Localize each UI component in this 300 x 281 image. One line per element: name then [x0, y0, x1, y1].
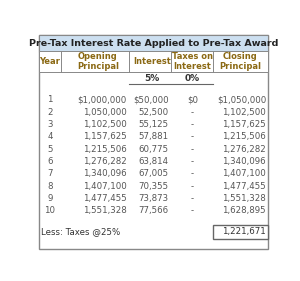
Text: Principal: Principal: [77, 62, 119, 71]
Text: 0%: 0%: [185, 74, 200, 83]
Text: 1,551,328: 1,551,328: [83, 206, 127, 215]
Text: 57,881: 57,881: [138, 132, 169, 141]
Bar: [39, 35, 268, 52]
Text: 1,157,625: 1,157,625: [222, 120, 266, 129]
Text: 55,125: 55,125: [138, 120, 169, 129]
Text: Pre-Tax Interest Rate Applied to Pre-Tax Award: Pre-Tax Interest Rate Applied to Pre-Tax…: [29, 39, 278, 48]
Text: 1,102,500: 1,102,500: [83, 120, 127, 129]
Text: 1,551,328: 1,551,328: [222, 194, 266, 203]
Text: -: -: [191, 206, 194, 215]
Text: Less: Taxes @25%: Less: Taxes @25%: [40, 227, 120, 236]
Text: $0: $0: [187, 96, 198, 105]
Text: $50,000: $50,000: [133, 96, 169, 105]
Text: 4: 4: [47, 132, 53, 141]
Text: 1: 1: [47, 96, 53, 105]
Text: 9: 9: [47, 194, 52, 203]
Text: 2: 2: [47, 108, 53, 117]
Text: 1,407,100: 1,407,100: [83, 182, 127, 191]
Text: -: -: [191, 145, 194, 154]
Text: 7: 7: [47, 169, 53, 178]
Text: -: -: [191, 194, 194, 203]
Text: 63,814: 63,814: [138, 157, 169, 166]
Text: 1,477,455: 1,477,455: [222, 182, 266, 191]
Text: 67,005: 67,005: [138, 169, 169, 178]
Text: 1,050,000: 1,050,000: [83, 108, 127, 117]
Text: 1,215,506: 1,215,506: [83, 145, 127, 154]
Text: 1,215,506: 1,215,506: [222, 132, 266, 141]
Text: 5%: 5%: [145, 74, 160, 83]
Text: -: -: [191, 169, 194, 178]
Text: 8: 8: [47, 182, 53, 191]
Text: 5: 5: [47, 145, 53, 154]
Text: 77,566: 77,566: [138, 206, 169, 215]
Text: 1,407,100: 1,407,100: [222, 169, 266, 178]
Text: 1,221,671: 1,221,671: [222, 227, 266, 236]
Text: Closing: Closing: [222, 52, 257, 61]
Text: Interest: Interest: [133, 57, 171, 66]
Text: -: -: [191, 132, 194, 141]
Text: 1,628,895: 1,628,895: [223, 206, 266, 215]
Text: 1,157,625: 1,157,625: [83, 132, 127, 141]
Text: 1,102,500: 1,102,500: [222, 108, 266, 117]
Text: 70,355: 70,355: [138, 182, 169, 191]
Text: Year: Year: [40, 57, 60, 66]
Text: -: -: [191, 157, 194, 166]
Text: 6: 6: [47, 157, 53, 166]
Text: Taxes on: Taxes on: [172, 52, 213, 61]
Bar: [39, 51, 268, 72]
Text: 60,775: 60,775: [138, 145, 169, 154]
Text: 1,276,282: 1,276,282: [83, 157, 127, 166]
Text: 52,500: 52,500: [138, 108, 169, 117]
Text: 1,340,096: 1,340,096: [83, 169, 127, 178]
Text: 10: 10: [44, 206, 56, 215]
Text: 1,340,096: 1,340,096: [223, 157, 266, 166]
Text: 3: 3: [47, 120, 53, 129]
Bar: [213, 225, 268, 239]
Text: Opening: Opening: [78, 52, 118, 61]
Text: -: -: [191, 120, 194, 129]
Text: Principal: Principal: [219, 62, 261, 71]
Text: Interest: Interest: [174, 62, 212, 71]
Text: -: -: [191, 182, 194, 191]
Text: $1,000,000: $1,000,000: [77, 96, 127, 105]
Text: 1,477,455: 1,477,455: [83, 194, 127, 203]
Text: 73,873: 73,873: [138, 194, 169, 203]
Text: $1,050,000: $1,050,000: [217, 96, 266, 105]
Text: -: -: [191, 108, 194, 117]
Text: 1,276,282: 1,276,282: [222, 145, 266, 154]
